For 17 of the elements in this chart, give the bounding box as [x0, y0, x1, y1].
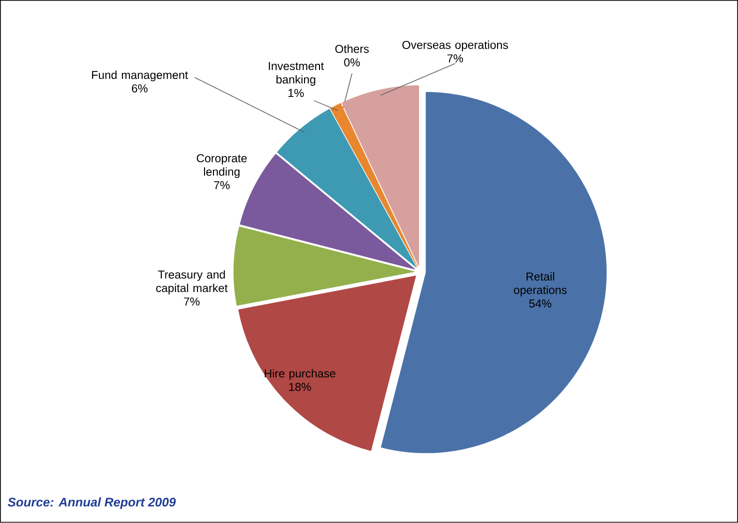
- data-label: 7%: [447, 54, 464, 63]
- slice-label: Investment banking: [268, 62, 324, 86]
- data-label: 54%: [529, 300, 552, 308]
- category-label: Others: [335, 44, 369, 54]
- slice-label: Treasury and capital market: [156, 270, 228, 295]
- slice-label: Hire purchase: [264, 369, 336, 380]
- data-label: 1%: [288, 89, 304, 98]
- slice-label: Retail operations: [514, 272, 567, 297]
- slice-label: Coroprate lending: [196, 154, 247, 178]
- data-label: 7%: [184, 298, 200, 306]
- data-label: 6%: [132, 84, 148, 93]
- slice-label: Overseas operations: [402, 40, 508, 52]
- data-label: 18%: [289, 383, 311, 392]
- data-label: 7%: [214, 181, 230, 190]
- text: 0%: [344, 58, 360, 67]
- source-note: Source: Annual Report 2009: [8, 498, 176, 510]
- slice-label: Fund management: [92, 70, 188, 82]
